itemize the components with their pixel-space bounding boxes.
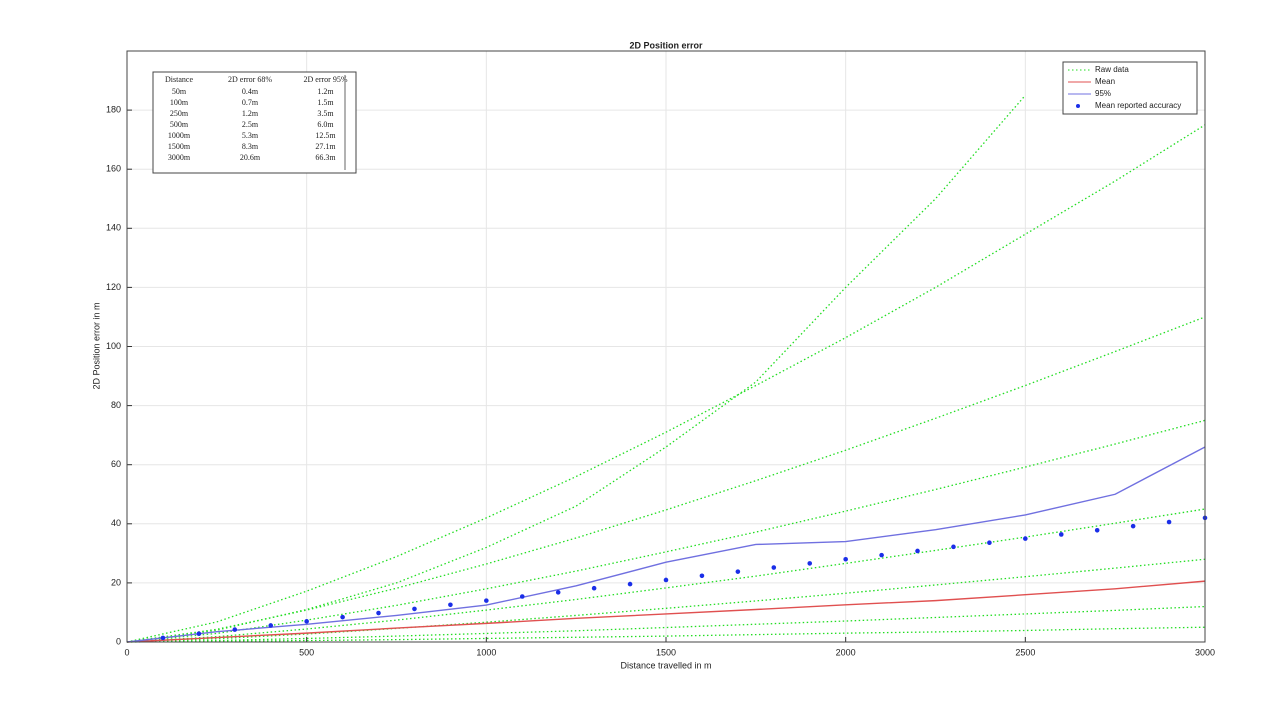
marker	[663, 577, 669, 583]
y-axis-label: 2D Position error in m	[91, 302, 101, 389]
table-cell: 1.2m	[317, 87, 334, 96]
table-cell: 1500m	[168, 142, 191, 151]
marker	[1058, 532, 1064, 537]
series-line	[126, 446, 1206, 643]
table-cell: 250m	[170, 109, 189, 118]
table-cell: 12.5m	[315, 131, 336, 140]
y-tick-label: 40	[111, 518, 121, 528]
table-header: 2D error 68%	[228, 75, 272, 84]
marker	[879, 552, 884, 558]
marker	[1130, 523, 1136, 529]
x-tick-label: 0	[124, 647, 129, 657]
marker	[1094, 528, 1100, 533]
marker	[699, 573, 705, 579]
y-tick-label: 100	[106, 341, 121, 351]
marker	[519, 594, 525, 599]
marker	[1166, 519, 1172, 525]
marker	[448, 602, 453, 608]
table-cell: 500m	[170, 120, 189, 129]
raw-line	[126, 558, 1206, 643]
y-tick-label: 180	[106, 104, 121, 114]
marker	[196, 631, 202, 637]
series-line	[126, 580, 1206, 643]
marker	[484, 598, 489, 603]
marker	[915, 548, 920, 554]
table-cell: 66.3m	[315, 153, 336, 162]
table-cell: 50m	[172, 87, 187, 96]
marker	[1023, 536, 1028, 541]
marker	[340, 614, 345, 620]
marker	[555, 590, 561, 595]
y-tick-label: 0	[116, 636, 121, 646]
marker	[412, 606, 417, 612]
table-cell: 6.0m	[317, 120, 334, 129]
y-tick-label: 160	[106, 164, 121, 174]
marker	[951, 544, 956, 550]
y-tick-label: 60	[111, 459, 121, 469]
table-cell: 20.6m	[240, 153, 261, 162]
table-cell: 0.7m	[242, 98, 259, 107]
marker	[304, 619, 309, 624]
x-tick-label: 2500	[1015, 647, 1035, 657]
marker	[807, 561, 813, 566]
raw-line	[126, 94, 1026, 643]
marker	[735, 569, 741, 574]
x-tick-label: 3000	[1195, 647, 1215, 657]
x-axis-label: Distance travelled in m	[620, 660, 711, 670]
table-header: Distance	[165, 75, 193, 84]
legend-marker	[1076, 104, 1080, 108]
legend-box	[1062, 61, 1198, 115]
table-cell: 1.2m	[242, 109, 259, 118]
table-cell: 5.3m	[242, 131, 259, 140]
table-cell: 27.1m	[315, 142, 336, 151]
axes-frame	[126, 50, 1206, 643]
raw-line	[126, 124, 1206, 643]
table-cell: 1000m	[168, 131, 191, 140]
table-cell: 1.5m	[317, 98, 334, 107]
marker	[987, 540, 992, 546]
marker	[160, 635, 166, 641]
marker	[232, 627, 238, 632]
summary-table: Distance 50m 100m 250m 500m 1000m 1500m 3000m 2D…	[152, 71, 357, 174]
marker	[376, 610, 381, 616]
table-cell: 0.4m	[242, 87, 259, 96]
marker	[268, 623, 274, 628]
table-cell: 8.3m	[242, 142, 259, 151]
marker	[771, 565, 777, 570]
x-tick-label: 1500	[656, 647, 676, 657]
table-cell: 100m	[170, 98, 189, 107]
table-cell: 3.5m	[317, 109, 334, 118]
table-box	[152, 71, 357, 174]
y-tick-label: 80	[111, 400, 121, 410]
y-tick-label: 140	[106, 223, 121, 233]
marker	[591, 585, 597, 591]
x-tick-label: 1000	[476, 647, 496, 657]
marker	[627, 581, 633, 587]
raw-line	[126, 316, 1206, 643]
legend-label: Mean reported accuracy	[1095, 101, 1181, 110]
x-tick-label: 500	[299, 647, 314, 657]
y-tick-label: 120	[106, 282, 121, 292]
table-cell: 3000m	[168, 153, 191, 162]
table-cell: 2.5m	[242, 120, 259, 129]
marker	[843, 556, 848, 562]
x-tick-label: 2000	[836, 647, 856, 657]
chart-title: 2D Position error	[629, 40, 703, 50]
table-header: 2D error 95%	[304, 75, 348, 84]
legend-label: Raw data	[1095, 65, 1129, 74]
legend-label: 95%	[1095, 89, 1111, 98]
legend-label: Mean	[1095, 77, 1115, 86]
y-tick-label: 20	[111, 577, 121, 587]
